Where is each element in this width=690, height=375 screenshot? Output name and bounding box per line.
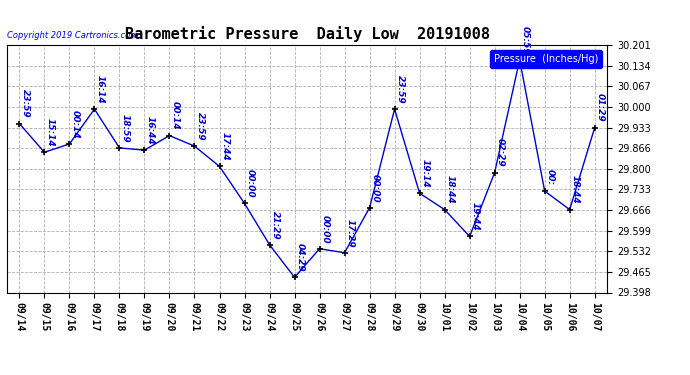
- Text: 04:29: 04:29: [295, 243, 304, 272]
- Text: 05:59: 05:59: [521, 26, 530, 54]
- Text: 23:59: 23:59: [195, 112, 204, 141]
- Text: 00:: 00:: [546, 170, 555, 186]
- Text: 18:59: 18:59: [121, 114, 130, 142]
- Text: 16:44: 16:44: [146, 116, 155, 144]
- Text: 01:29: 01:29: [595, 93, 604, 122]
- Text: 00:14: 00:14: [70, 110, 79, 138]
- Text: 19:14: 19:14: [421, 159, 430, 188]
- Text: 18:44: 18:44: [446, 176, 455, 204]
- Text: 18:44: 18:44: [571, 176, 580, 204]
- Text: 00:00: 00:00: [321, 214, 330, 243]
- Text: 21:29: 21:29: [270, 210, 279, 239]
- Text: 16:14: 16:14: [95, 75, 104, 104]
- Text: 00:00: 00:00: [371, 174, 380, 202]
- Text: 23:59: 23:59: [21, 89, 30, 118]
- Text: 00:14: 00:14: [170, 101, 179, 130]
- Text: 17:29: 17:29: [346, 219, 355, 247]
- Legend: Pressure  (Inches/Hg): Pressure (Inches/Hg): [490, 50, 602, 68]
- Text: 17:44: 17:44: [221, 132, 230, 161]
- Text: 00:00: 00:00: [246, 169, 255, 198]
- Text: 15:14: 15:14: [46, 118, 55, 147]
- Text: Copyright 2019 Cartronics.com: Copyright 2019 Cartronics.com: [7, 31, 138, 40]
- Title: Barometric Pressure  Daily Low  20191008: Barometric Pressure Daily Low 20191008: [125, 27, 489, 42]
- Text: 02:29: 02:29: [495, 138, 504, 167]
- Text: 23:59: 23:59: [395, 75, 404, 104]
- Text: 19:44: 19:44: [471, 202, 480, 231]
